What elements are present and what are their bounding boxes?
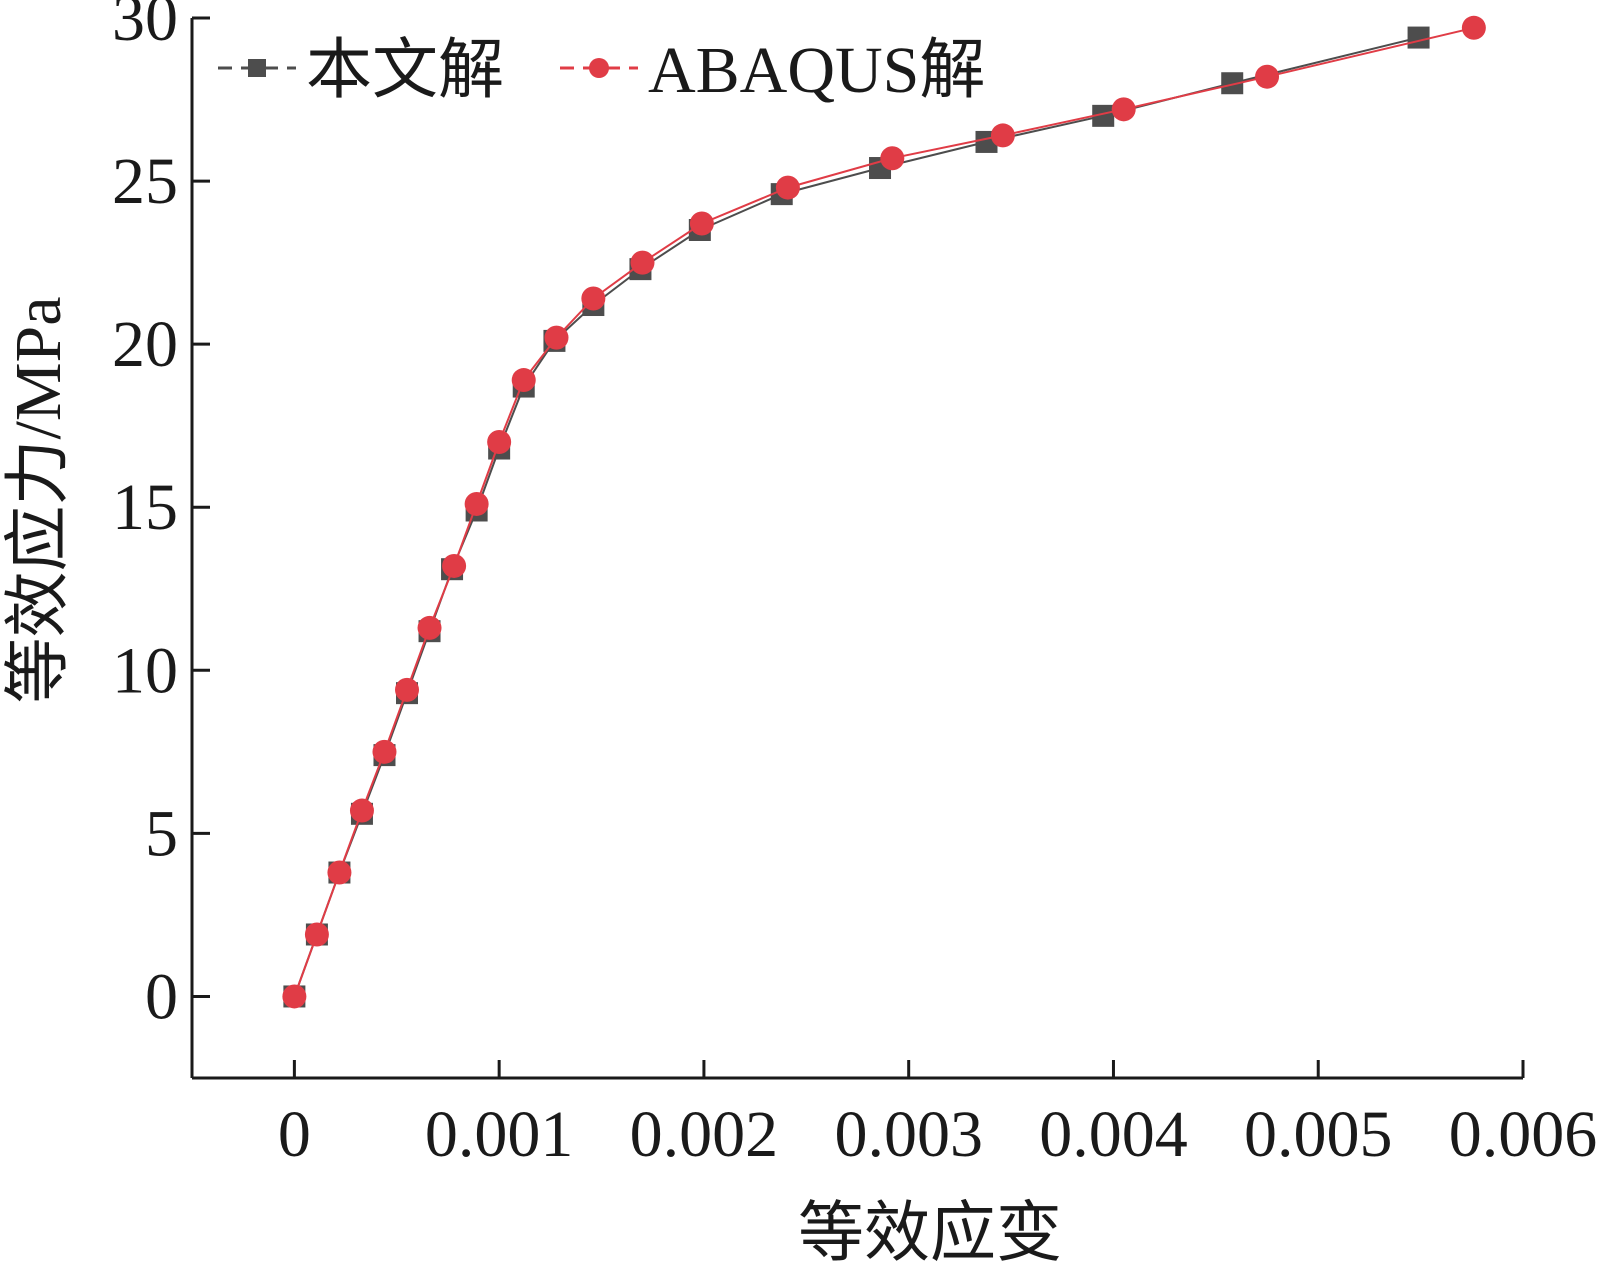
x-tick-label: 0.001 bbox=[425, 1098, 574, 1171]
data-point-circle bbox=[1111, 97, 1136, 122]
y-axis-title: 等效应力/MPa bbox=[2, 296, 75, 703]
data-point-circle bbox=[395, 677, 420, 702]
y-tick-label: 10 bbox=[112, 634, 178, 707]
data-point-circle bbox=[581, 286, 606, 311]
data-point-circle bbox=[511, 368, 536, 393]
data-point-circle bbox=[1461, 15, 1486, 40]
y-tick-label: 0 bbox=[145, 960, 178, 1033]
data-point-circle bbox=[775, 175, 800, 200]
data-point-circle bbox=[327, 860, 352, 885]
data-point-circle bbox=[372, 739, 397, 764]
series-2 bbox=[282, 15, 1486, 1009]
legend-item: ABAQUS解 bbox=[560, 34, 985, 107]
series-1 bbox=[283, 26, 1430, 1008]
data-point-circle bbox=[442, 553, 467, 578]
y-tick-label: 20 bbox=[112, 308, 178, 381]
legend-label: 本文解 bbox=[306, 34, 504, 107]
data-point-circle bbox=[304, 922, 329, 947]
data-point-square bbox=[1407, 26, 1430, 49]
legend-item: 本文解 bbox=[218, 34, 504, 107]
data-point-square bbox=[1221, 72, 1244, 95]
x-tick-label: 0.004 bbox=[1039, 1098, 1188, 1171]
x-tick-label: 0.006 bbox=[1449, 1098, 1598, 1171]
data-point-circle bbox=[630, 250, 655, 275]
legend-marker-square bbox=[248, 59, 266, 77]
y-tick-label: 25 bbox=[112, 145, 178, 218]
data-point-circle bbox=[880, 146, 905, 171]
y-tick-label: 15 bbox=[112, 471, 178, 544]
data-point-circle bbox=[990, 123, 1015, 148]
legend-marker-circle bbox=[589, 58, 609, 78]
x-tick-label: 0.002 bbox=[630, 1098, 779, 1171]
data-point-square bbox=[1092, 104, 1115, 127]
data-point-circle bbox=[282, 984, 307, 1009]
data-point-circle bbox=[689, 211, 714, 236]
x-axis-title: 等效应变 bbox=[798, 1197, 1062, 1269]
data-point-circle bbox=[487, 430, 512, 454]
y-tick-label: 5 bbox=[145, 797, 178, 870]
data-point-circle bbox=[544, 325, 569, 350]
axes: 0 0.001 0.002 0.003 0.004 0.005 0.006 0 5 10 15 20 2… bbox=[112, 0, 1597, 1171]
x-tick-label: 0 bbox=[278, 1098, 311, 1171]
legend: 本文解 ABAQUS解 bbox=[218, 34, 985, 107]
series-layer bbox=[282, 15, 1486, 1009]
data-point-circle bbox=[1255, 64, 1280, 89]
data-point-circle bbox=[349, 798, 374, 823]
data-point-circle bbox=[464, 491, 489, 516]
x-tick-label: 0.003 bbox=[834, 1098, 983, 1171]
x-tick-label: 0.005 bbox=[1244, 1098, 1393, 1171]
legend-label: ABAQUS解 bbox=[648, 34, 985, 107]
y-tick-label: 30 bbox=[112, 0, 178, 55]
data-point-circle bbox=[417, 615, 442, 640]
series-line bbox=[293, 36, 1419, 997]
